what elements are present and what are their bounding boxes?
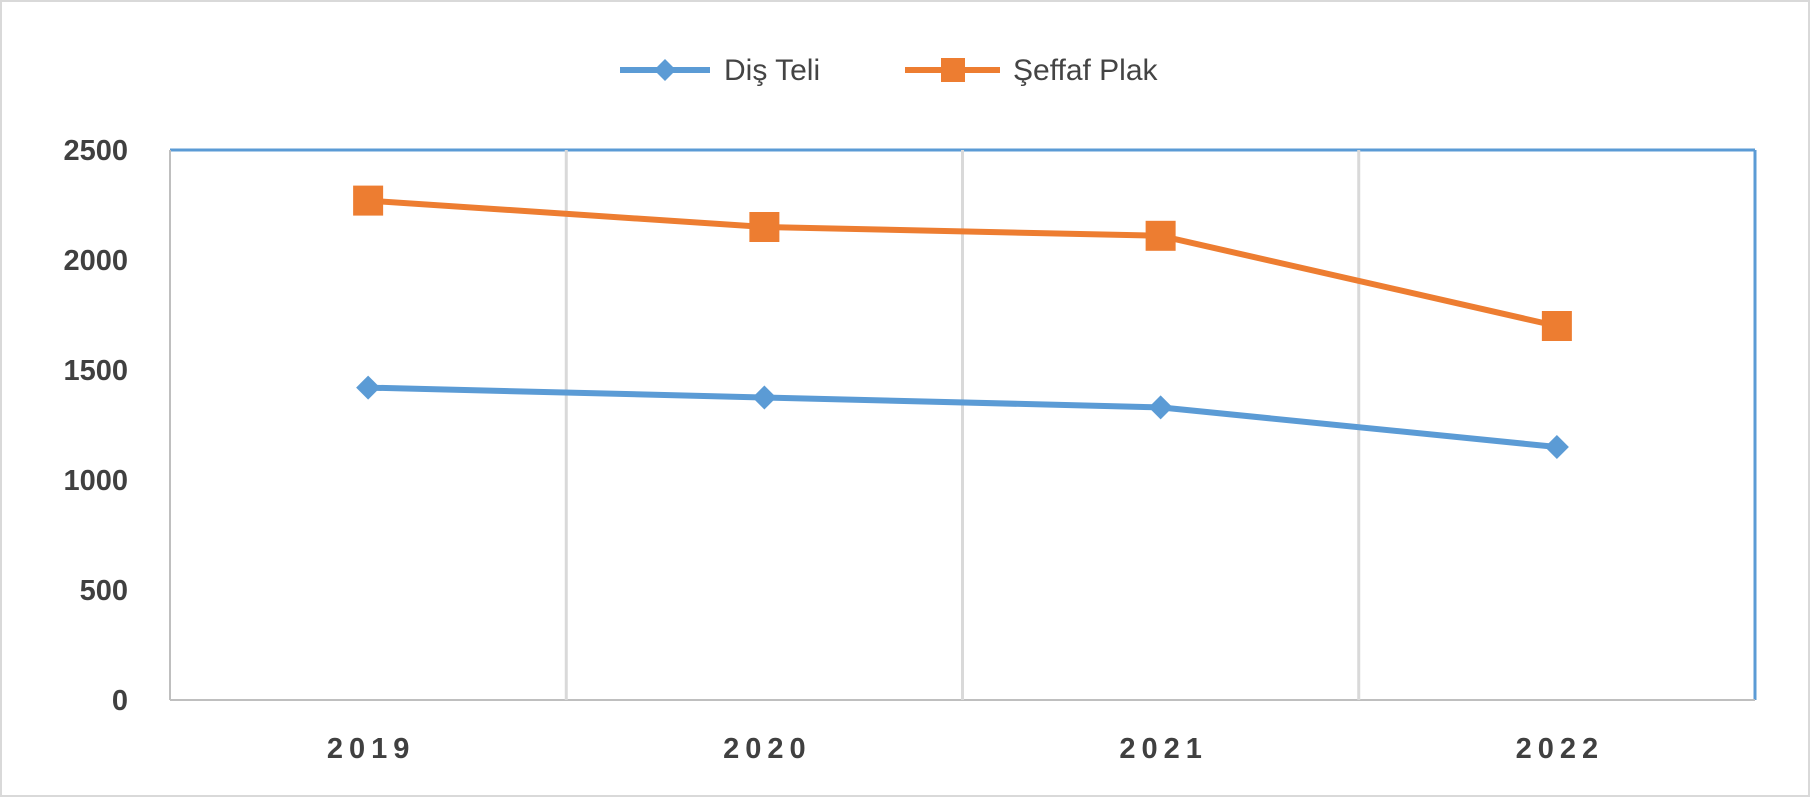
y-tick-label: 2500 (63, 135, 128, 167)
legend: Diş Teli Şeffaf Plak (620, 54, 1159, 87)
y-tick-label: 2000 (63, 245, 128, 277)
legend-item-dis-teli[interactable]: Diş Teli (620, 54, 820, 87)
y-tick-label: 0 (112, 685, 128, 717)
legend-label-dis-teli: Diş Teli (724, 54, 820, 87)
data-point[interactable] (752, 385, 777, 410)
series-line (368, 384, 1558, 450)
data-point[interactable] (749, 212, 780, 242)
data-point[interactable] (1148, 395, 1173, 420)
data-point[interactable] (356, 375, 381, 400)
data-point[interactable] (1544, 435, 1569, 459)
series-line (367, 197, 1558, 329)
series-layer (353, 185, 1572, 459)
series-0 (356, 375, 1569, 459)
x-axis-ticks: 2019 2020 2021 2022 (327, 733, 1605, 765)
data-point[interactable] (1541, 311, 1572, 341)
x-tick-label: 2019 (327, 733, 416, 765)
x-tick-label: 2022 (1516, 733, 1605, 765)
data-point[interactable] (1145, 220, 1176, 251)
y-axis-ticks: 0 500 1000 1500 2000 2500 (63, 135, 128, 717)
legend-marker-seffaf-plak (941, 58, 965, 82)
legend-marker-dis-teli (654, 59, 676, 81)
data-point[interactable] (353, 185, 384, 216)
x-tick-label: 2020 (723, 733, 812, 765)
legend-label-seffaf-plak: Şeffaf Plak (1013, 54, 1159, 87)
y-tick-label: 1000 (63, 465, 128, 497)
x-tick-label: 2021 (1119, 733, 1208, 765)
legend-item-seffaf-plak[interactable]: Şeffaf Plak (905, 54, 1159, 87)
series-1 (353, 185, 1572, 341)
y-tick-label: 1500 (63, 355, 128, 387)
y-tick-label: 500 (80, 575, 128, 607)
